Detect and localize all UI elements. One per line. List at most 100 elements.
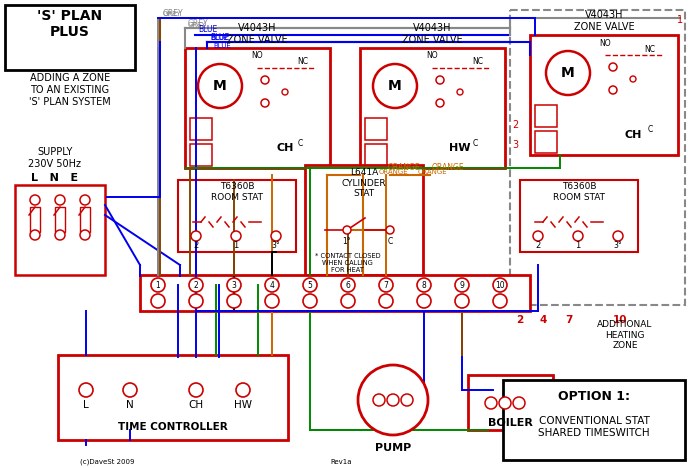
Circle shape [151,294,165,308]
Text: OPTION 1:: OPTION 1: [558,390,630,403]
Circle shape [341,278,355,292]
Text: N: N [126,400,134,410]
Bar [80,207,90,232]
Text: L   N   E: L N E [32,173,79,183]
Circle shape [436,99,444,107]
Bar [30,207,40,232]
Text: 3°: 3° [613,241,622,250]
Text: 1°: 1° [343,237,351,247]
Circle shape [455,294,469,308]
Circle shape [231,231,241,241]
Bar [520,180,638,252]
Text: NC: NC [473,58,484,66]
Circle shape [358,365,428,435]
Text: SUPPLY
230V 50Hz: SUPPLY 230V 50Hz [28,147,81,169]
Circle shape [189,294,203,308]
Text: CONVENTIONAL STAT
SHARED TIMESWITCH: CONVENTIONAL STAT SHARED TIMESWITCH [538,416,650,438]
Circle shape [609,86,617,94]
Text: L641A
CYLINDER
STAT: L641A CYLINDER STAT [342,168,386,198]
Circle shape [493,294,507,308]
Text: CH: CH [624,130,642,140]
Circle shape [343,226,351,234]
Circle shape [189,278,203,292]
Text: GREY: GREY [188,22,207,28]
Text: BLUE: BLUE [210,35,228,41]
Circle shape [191,231,201,241]
Bar [58,355,288,440]
Bar [185,48,330,168]
Text: BLUE: BLUE [198,25,217,35]
Circle shape [373,64,417,108]
Text: HW: HW [449,143,471,153]
Circle shape [227,278,241,292]
Bar [140,275,530,311]
Circle shape [417,294,431,308]
Bar [305,165,423,275]
Circle shape [417,278,431,292]
Circle shape [630,76,636,82]
Text: T6360B
ROOM STAT: T6360B ROOM STAT [553,183,605,202]
Circle shape [79,383,93,397]
Bar [365,118,387,140]
Text: 4: 4 [540,315,546,325]
Circle shape [379,294,393,308]
Bar [365,144,387,166]
Text: 8: 8 [422,280,426,290]
Text: 'S' PLAN
PLUS: 'S' PLAN PLUS [37,9,103,39]
Circle shape [386,226,394,234]
Circle shape [261,99,269,107]
Bar [55,207,65,232]
Text: M: M [561,66,575,80]
Text: C: C [473,139,477,147]
Circle shape [546,51,590,95]
Text: 2: 2 [535,241,541,250]
Circle shape [609,63,617,71]
Text: NO: NO [426,51,438,60]
Bar [178,180,296,252]
Text: NO: NO [251,51,263,60]
Bar [535,131,557,153]
Text: NO: NO [599,38,611,47]
Bar [530,35,678,155]
Text: V4043H
ZONE VALVE: V4043H ZONE VALVE [573,10,634,32]
Circle shape [151,278,165,292]
Text: CH: CH [276,143,294,153]
Bar [360,48,505,168]
Text: HW: HW [234,400,252,410]
Bar [5,5,135,70]
Circle shape [303,294,317,308]
Bar [190,118,212,140]
Text: PUMP: PUMP [375,443,411,453]
Circle shape [455,278,469,292]
Circle shape [436,76,444,84]
Circle shape [379,278,393,292]
Circle shape [493,278,507,292]
Text: L: L [83,400,89,410]
Circle shape [282,89,288,95]
Circle shape [123,383,137,397]
Circle shape [271,231,281,241]
Text: 6: 6 [346,280,351,290]
Circle shape [30,230,40,240]
Circle shape [513,397,525,409]
Text: GREY: GREY [163,11,181,17]
Circle shape [613,231,623,241]
Bar [190,144,212,166]
Text: 7: 7 [384,280,388,290]
Circle shape [265,278,279,292]
Text: BLUE: BLUE [210,32,229,42]
Text: 1: 1 [233,241,239,250]
Text: ADDING A ZONE
TO AN EXISTING
'S' PLAN SYSTEM: ADDING A ZONE TO AN EXISTING 'S' PLAN SY… [29,73,111,107]
Circle shape [198,64,242,108]
Text: 3: 3 [232,280,237,290]
Text: BLUE: BLUE [213,43,230,49]
Text: ORANGE: ORANGE [388,163,421,173]
Circle shape [55,230,65,240]
Circle shape [573,231,583,241]
Text: 3: 3 [512,140,518,150]
Circle shape [80,195,90,205]
Text: 10: 10 [495,280,505,290]
Text: 1: 1 [677,15,683,25]
Text: NC: NC [644,44,656,53]
Circle shape [373,394,385,406]
